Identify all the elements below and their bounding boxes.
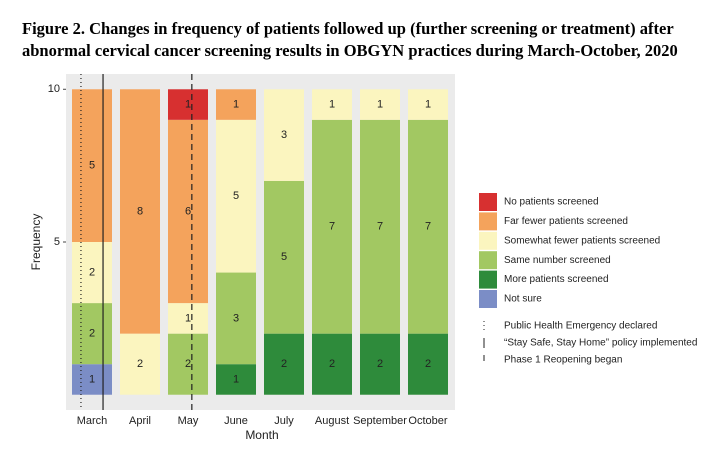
bar-segment — [264, 180, 304, 334]
segment-label: 3 — [281, 129, 287, 141]
bar-segment — [72, 303, 112, 365]
bar-segment — [264, 333, 304, 395]
x-axis-label: Month — [245, 428, 278, 442]
segment-label: 1 — [185, 312, 191, 324]
legend-label: Phase 1 Reopening began — [504, 355, 622, 366]
segment-label: 8 — [137, 205, 143, 217]
legend-label: Same number screened — [504, 255, 611, 266]
segment-label: 2 — [137, 358, 143, 370]
bar-segment — [408, 333, 448, 395]
x-tick-label: October — [408, 415, 447, 427]
legend-swatch — [479, 290, 497, 308]
segment-label: 5 — [89, 160, 95, 172]
x-tick-label: September — [353, 415, 407, 427]
y-axis-label: Frequency — [29, 214, 43, 271]
legend-swatch — [479, 193, 497, 211]
x-tick-label: March — [77, 415, 108, 427]
segment-label: 5 — [281, 251, 287, 263]
bar-segment — [312, 89, 352, 120]
legend-swatch — [479, 212, 497, 231]
x-tick-label: July — [274, 415, 294, 427]
bar-segment — [360, 333, 400, 395]
bar-segment — [216, 89, 256, 120]
legend-label: Not sure — [504, 294, 542, 305]
segment-label: 1 — [233, 98, 239, 110]
segment-label: 2 — [425, 358, 431, 370]
segment-label: 6 — [185, 205, 191, 217]
bar-segment — [216, 364, 256, 395]
segment-label: 1 — [185, 98, 191, 110]
bar-segment — [360, 89, 400, 120]
segment-label: 7 — [329, 221, 335, 233]
y-tick-label: 10 — [48, 83, 60, 95]
legend-label: Far fewer patients screened — [504, 216, 628, 227]
segment-label: 2 — [281, 358, 287, 370]
legend-label: Somewhat fewer patients screened — [504, 235, 660, 246]
legend-label: More patients screened — [504, 274, 609, 285]
segment-label: 2 — [89, 266, 95, 278]
legend-swatch — [479, 251, 497, 270]
segment-label: 1 — [233, 373, 239, 385]
x-tick-label: August — [315, 415, 349, 427]
bar-segment — [72, 364, 112, 395]
y-tick-label: 5 — [54, 236, 60, 248]
x-tick-label: April — [129, 415, 151, 427]
segment-label: 2 — [185, 358, 191, 370]
segment-label: 1 — [329, 98, 335, 110]
segment-label: 3 — [233, 312, 239, 324]
bar-segment — [120, 89, 160, 334]
bar-segment — [312, 119, 352, 334]
bar-segment — [168, 303, 208, 334]
segment-label: 2 — [329, 358, 335, 370]
bar-segment — [264, 89, 304, 181]
bar-segment — [120, 333, 160, 395]
bar-segment — [408, 89, 448, 120]
bar-segment — [216, 272, 256, 365]
segment-label: 1 — [377, 98, 383, 110]
legend-label: Public Health Emergency declared — [504, 321, 657, 332]
bar-segment — [72, 242, 112, 304]
bar-segment — [168, 333, 208, 395]
bar-segment — [360, 119, 400, 334]
bar-segment — [168, 89, 208, 120]
legend-swatch — [479, 270, 497, 289]
bar-segment — [408, 119, 448, 334]
legend-label: No patients screened — [504, 197, 599, 208]
segment-label: 7 — [377, 221, 383, 233]
x-tick-label: May — [178, 415, 199, 427]
bar-segment — [72, 89, 112, 242]
legend-label: “Stay Safe, Stay Home” policy implemente… — [504, 338, 697, 349]
segment-label: 5 — [233, 190, 239, 202]
bar-segment — [312, 333, 352, 395]
bar-segment — [168, 119, 208, 304]
segment-label: 1 — [425, 98, 431, 110]
segment-label: 2 — [377, 358, 383, 370]
chart-title: Figure 2. Changes in frequency of patien… — [22, 19, 678, 60]
segment-label: 1 — [89, 373, 95, 385]
segment-label: 2 — [89, 328, 95, 340]
legend-swatch — [479, 231, 497, 250]
bar-segment — [216, 119, 256, 273]
segment-label: 7 — [425, 221, 431, 233]
x-tick-label: June — [224, 415, 248, 427]
